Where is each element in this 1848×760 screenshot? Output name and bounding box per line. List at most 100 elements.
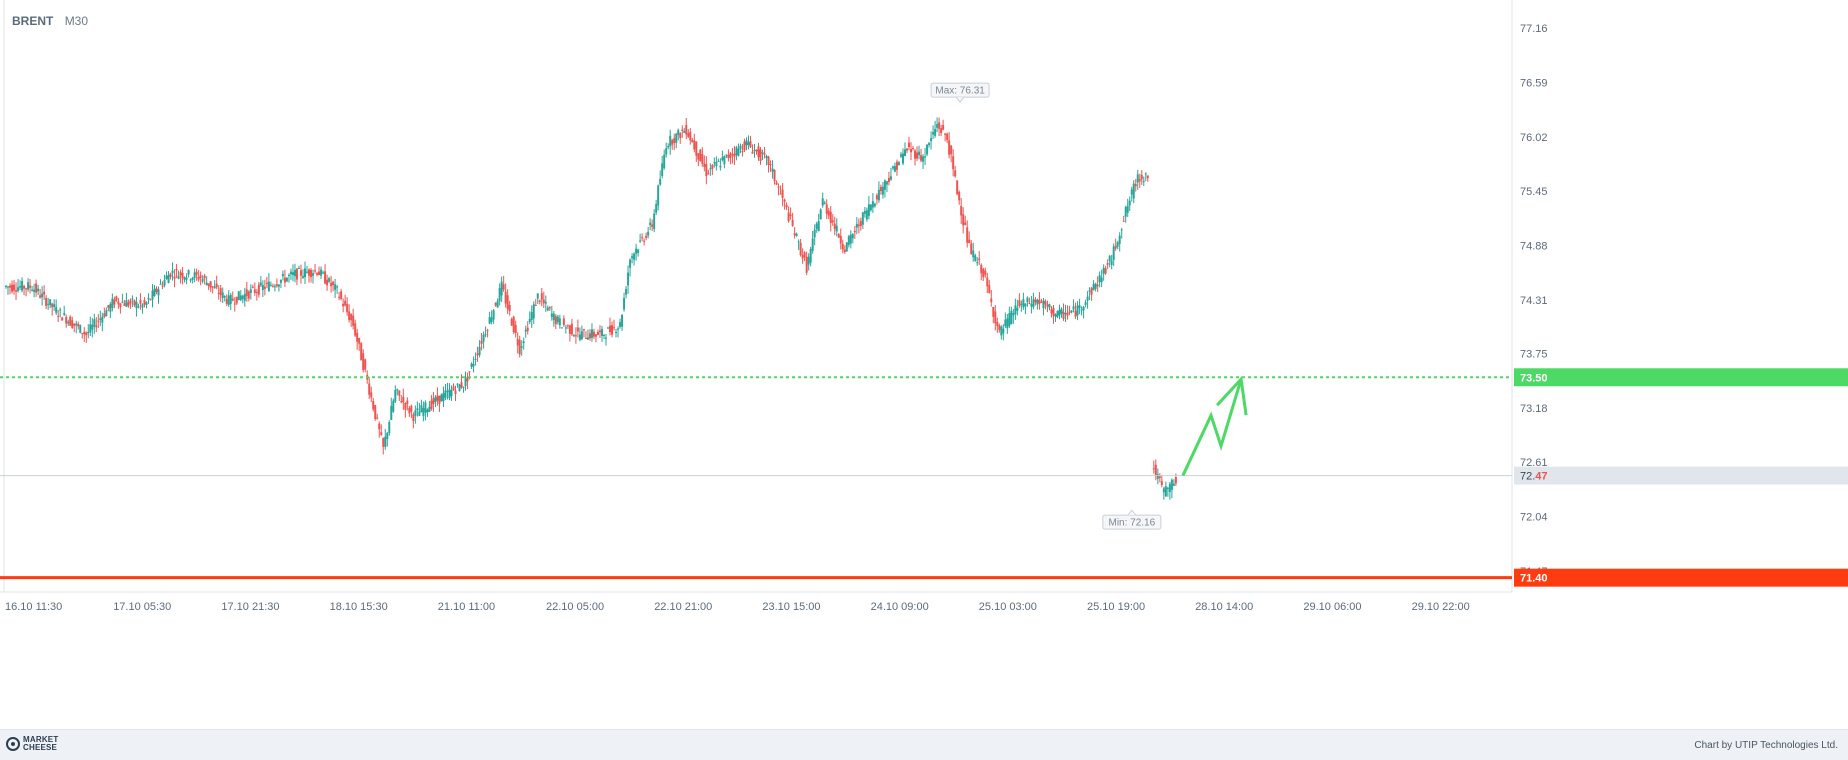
candle-body	[544, 301, 547, 304]
candle-body	[261, 285, 264, 290]
candle-body	[185, 277, 188, 280]
candle-body	[663, 154, 666, 169]
candle-body	[57, 315, 60, 317]
candle-body	[1156, 474, 1159, 479]
candle-body	[833, 223, 836, 230]
candle-body	[1142, 180, 1145, 182]
x-tick-label: 17.10 05:30	[113, 601, 171, 613]
candle-body	[930, 138, 933, 142]
candle-body	[95, 325, 98, 328]
candle-body	[560, 327, 563, 329]
market-cheese-logo[interactable]: MARKET CHEESE	[6, 736, 58, 752]
footer-bar: MARKET CHEESE Chart by UTIP Technologies…	[0, 729, 1848, 760]
candle-body	[103, 313, 106, 317]
candle-body	[600, 329, 603, 336]
candle-body	[7, 286, 10, 288]
candle-body	[552, 313, 555, 321]
candle-body	[456, 383, 459, 385]
candle-body	[578, 334, 581, 340]
candle-body	[141, 304, 144, 308]
candle-body	[729, 153, 732, 158]
candle-body	[843, 249, 846, 253]
candle-body	[916, 152, 919, 159]
candle-body	[29, 285, 32, 288]
candle-body	[117, 301, 120, 305]
candle-body	[841, 243, 844, 250]
candle-body	[41, 293, 44, 298]
candle-body	[382, 437, 385, 447]
candle-body	[689, 131, 692, 141]
candle-body	[741, 151, 744, 153]
candle-body	[528, 318, 531, 322]
candle-body	[129, 300, 132, 304]
logo-icon	[6, 737, 20, 751]
candle-body	[1164, 486, 1167, 497]
y-tick-label: 75.45	[1520, 186, 1548, 198]
candle-body	[958, 191, 961, 201]
chart-credit[interactable]: Chart by UTIP Technologies Ltd.	[1694, 740, 1838, 751]
candle-body	[406, 400, 409, 404]
candle-body	[15, 290, 18, 292]
candle-body	[990, 298, 993, 303]
candle-body	[580, 331, 583, 340]
candle-body	[496, 301, 499, 308]
candle-body	[474, 359, 477, 361]
candle-body	[647, 231, 650, 236]
candle-body	[566, 325, 569, 327]
candle-body	[167, 275, 170, 284]
candle-body	[1170, 479, 1173, 490]
candle-body	[392, 400, 395, 412]
candle-body	[956, 180, 959, 195]
candle-body	[221, 292, 224, 298]
candle-body	[1100, 277, 1103, 283]
candle-body	[79, 325, 82, 333]
candle-body	[332, 281, 335, 285]
candle-body	[875, 195, 878, 200]
candle-body	[211, 286, 214, 288]
candle-body	[502, 284, 505, 290]
candle-body	[424, 402, 427, 413]
candle-body	[119, 303, 122, 308]
candle-body	[133, 300, 136, 306]
candle-body	[488, 316, 491, 324]
candle-body	[370, 392, 373, 398]
candle-body	[9, 285, 12, 288]
candle-body	[11, 284, 14, 292]
candle-body	[498, 287, 501, 302]
candle-body	[988, 285, 991, 294]
candle-body	[582, 328, 585, 331]
candle-body	[1128, 200, 1131, 206]
candle-body	[442, 392, 445, 402]
timeframe-label: M30	[64, 14, 89, 28]
candle-body	[751, 151, 754, 154]
candle-body	[265, 282, 268, 284]
candle-body	[942, 124, 945, 130]
candle-body	[464, 378, 467, 386]
candle-body	[310, 269, 313, 278]
candle-body	[649, 222, 652, 226]
candle-body	[324, 271, 327, 284]
callout-text: Max: 76.31	[935, 86, 985, 97]
candle-body	[1120, 229, 1123, 231]
candle-body	[340, 291, 343, 299]
candle-body	[1022, 299, 1025, 308]
candle-body	[277, 284, 280, 287]
candle-body	[1020, 303, 1023, 305]
candle-body	[257, 284, 260, 295]
candle-body	[121, 301, 124, 303]
candle-body	[175, 268, 178, 271]
candle-body	[1110, 260, 1113, 265]
candle-body	[374, 405, 377, 420]
candle-body	[984, 270, 987, 275]
candle-body	[364, 359, 367, 370]
candle-body	[679, 133, 682, 138]
candle-body	[13, 284, 16, 291]
candle-body	[147, 297, 150, 300]
candle-body	[492, 310, 495, 320]
candle-body	[592, 331, 595, 337]
candle-body	[1124, 206, 1127, 217]
candle-body	[823, 202, 826, 205]
candle-body	[928, 143, 931, 146]
